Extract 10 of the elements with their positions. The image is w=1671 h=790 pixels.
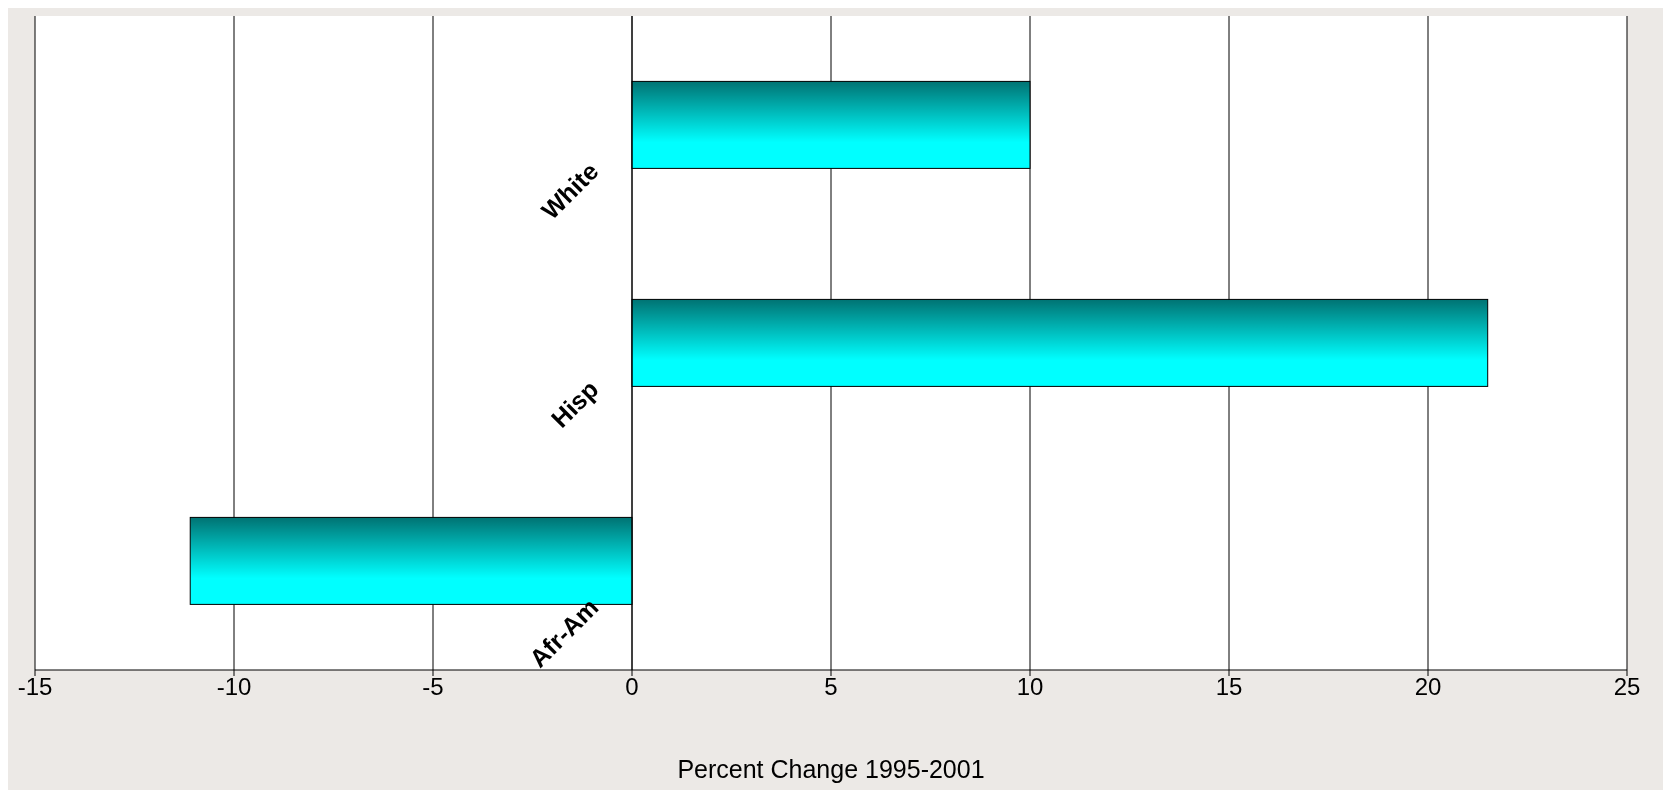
x-axis-title: Percent Change 1995-2001 — [677, 755, 985, 783]
x-tick-label: -5 — [422, 673, 444, 701]
x-tick-label: -10 — [216, 673, 252, 701]
x-tick-label: 0 — [625, 673, 639, 701]
x-tick-label: 25 — [1613, 673, 1641, 701]
x-tick-label: 10 — [1016, 673, 1044, 701]
x-tick-label: -15 — [17, 673, 53, 701]
x-tick-label: 20 — [1414, 673, 1442, 701]
x-tick-label: 5 — [824, 673, 838, 701]
x-tick-label: 15 — [1215, 673, 1243, 701]
